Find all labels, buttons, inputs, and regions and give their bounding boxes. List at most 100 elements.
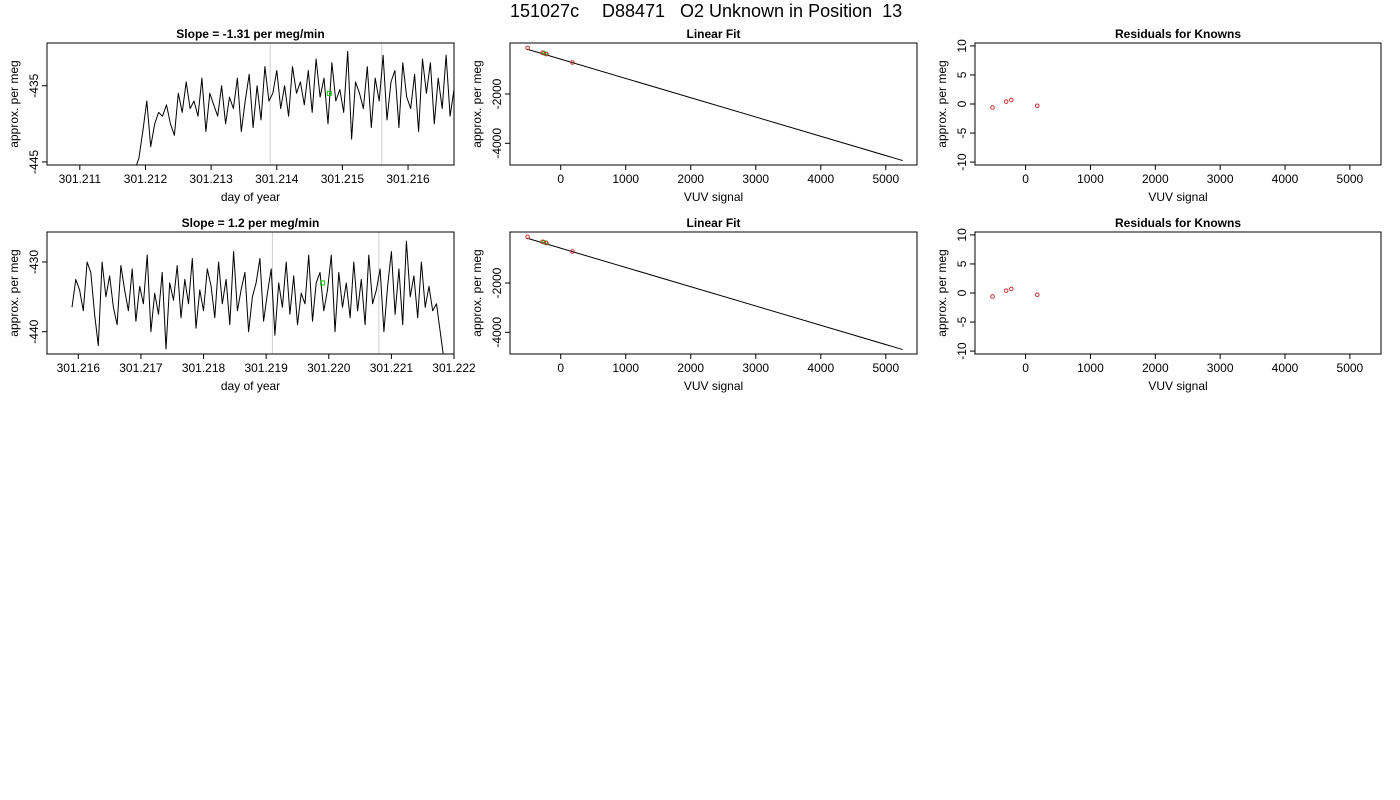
y-axis-label: approx. per meg <box>470 60 484 147</box>
y-tick-label: -430 <box>27 250 41 274</box>
x-tick-label: 301.216 <box>386 172 430 186</box>
x-tick-label: 301.221 <box>370 361 414 375</box>
x-tick-label: 0 <box>1022 172 1029 186</box>
x-tick-label: 2000 <box>677 361 704 375</box>
x-tick-label: 301.218 <box>182 361 226 375</box>
x-tick-label: 5000 <box>872 172 899 186</box>
y-tick-label: -10 <box>955 153 969 171</box>
panel-p22: Linear Fit 0 1000 2000 3000 4000 5000 -2000 -400… <box>470 216 918 393</box>
x-tick-label: 3000 <box>742 172 769 186</box>
plot-frame <box>46 231 455 355</box>
x-tick-label: 3000 <box>1207 361 1234 375</box>
y-tick-label: -435 <box>27 73 41 97</box>
x-tick-label: 301.215 <box>321 172 365 186</box>
x-tick-label: 2000 <box>1142 172 1169 186</box>
figure-title-part-3: O2 Unknown in Position 13 <box>680 1 902 21</box>
x-tick-label: 0 <box>1022 361 1029 375</box>
y-tick-label: 10 <box>955 228 969 242</box>
panel-p12: Linear Fit 0 1000 2000 3000 4000 5000 -2000 -400… <box>470 27 918 204</box>
panels: Slope = -1.31 per meg/min 301.211 301.212 3… <box>7 27 1382 393</box>
y-axis-label: approx. per meg <box>7 249 21 336</box>
figure-title-part-2: D88471 <box>602 1 665 21</box>
x-tick-label: 2000 <box>1142 361 1169 375</box>
known-point <box>1003 99 1009 104</box>
panel-title: Slope = 1.2 per meg/min <box>182 216 320 230</box>
x-axis-label: VUV signal <box>684 379 743 393</box>
plot-area <box>136 43 454 165</box>
known-point <box>544 240 549 246</box>
y-tick-label: -4000 <box>490 317 504 348</box>
fit-line <box>526 48 903 162</box>
x-tick-label: 4000 <box>807 172 834 186</box>
panel-title: Residuals for Knowns <box>1115 27 1241 41</box>
known-point <box>990 294 995 299</box>
marker-point <box>320 280 326 286</box>
known-point <box>1034 103 1040 109</box>
y-tick-label: -5 <box>955 127 969 138</box>
figure-title-part-1: 151027c <box>510 1 579 21</box>
x-tick-label: 301.219 <box>244 361 288 375</box>
known-point <box>990 105 995 110</box>
x-axis-label: VUV signal <box>1148 190 1207 204</box>
plot-area <box>71 232 444 354</box>
y-axis-label: approx. per meg <box>935 249 949 336</box>
x-tick-label: 301.212 <box>124 172 168 186</box>
figure-title: 151027c D88471 O2 Unknown in Position 13 <box>510 1 902 21</box>
x-tick-label: 4000 <box>1272 172 1299 186</box>
known-point <box>544 51 549 57</box>
series-line <box>71 240 444 354</box>
x-axis-label: day of year <box>221 379 280 393</box>
y-tick-label: -445 <box>27 150 41 174</box>
x-tick-label: 301.213 <box>189 172 233 186</box>
known-point <box>540 239 545 245</box>
known-point <box>1009 286 1014 292</box>
y-tick-label: 5 <box>955 71 969 78</box>
panel-title: Linear Fit <box>686 216 740 230</box>
x-tick-label: 4000 <box>807 361 834 375</box>
x-tick-label: 301.220 <box>307 361 351 375</box>
plot-frame <box>509 231 918 355</box>
x-tick-label: 301.222 <box>432 361 476 375</box>
plot-area <box>990 97 1040 110</box>
y-tick-label: 0 <box>955 289 969 296</box>
x-tick-label: 1000 <box>612 361 639 375</box>
y-axis-label: approx. per meg <box>470 249 484 336</box>
known-point <box>1034 292 1040 298</box>
y-tick-label: -5 <box>955 316 969 327</box>
known-point <box>525 234 530 240</box>
y-tick-label: 10 <box>955 39 969 53</box>
known-point <box>570 60 575 65</box>
x-axis-label: VUV signal <box>684 190 743 204</box>
y-axis-label: approx. per meg <box>7 60 21 147</box>
panel-p11: Slope = -1.31 per meg/min 301.211 301.212 3… <box>7 27 455 204</box>
x-tick-label: 1000 <box>1077 172 1104 186</box>
marker-point <box>326 90 332 96</box>
y-tick-label: 5 <box>955 260 969 267</box>
y-tick-label: 0 <box>955 100 969 107</box>
known-point <box>540 50 545 56</box>
x-tick-label: 3000 <box>742 361 769 375</box>
panel-p23: Residuals for Knowns 0 1000 2000 3000 4000 500… <box>935 216 1382 393</box>
plot-frame <box>509 42 918 166</box>
known-point <box>570 249 575 254</box>
fit-line <box>526 237 903 351</box>
x-tick-label: 301.214 <box>255 172 299 186</box>
series-line <box>136 50 454 165</box>
x-tick-label: 4000 <box>1272 361 1299 375</box>
x-tick-label: 1000 <box>1077 361 1104 375</box>
y-tick-label: -2000 <box>490 78 504 109</box>
known-point <box>1009 97 1014 103</box>
y-tick-label: -4000 <box>490 128 504 159</box>
y-axis-label: approx. per meg <box>935 60 949 147</box>
x-tick-label: 301.217 <box>119 361 163 375</box>
known-point <box>525 45 530 51</box>
x-tick-label: 301.211 <box>59 172 102 186</box>
known-point <box>1003 288 1009 293</box>
panel-p21: Slope = 1.2 per meg/min 301.216 301.217 301… <box>7 216 476 393</box>
panel-title: Residuals for Knowns <box>1115 216 1241 230</box>
panel-p13: Residuals for Knowns 0 1000 2000 3000 4000 500… <box>935 27 1382 204</box>
plot-area <box>525 234 903 351</box>
x-tick-label: 5000 <box>1337 361 1364 375</box>
plot-area <box>525 45 903 162</box>
